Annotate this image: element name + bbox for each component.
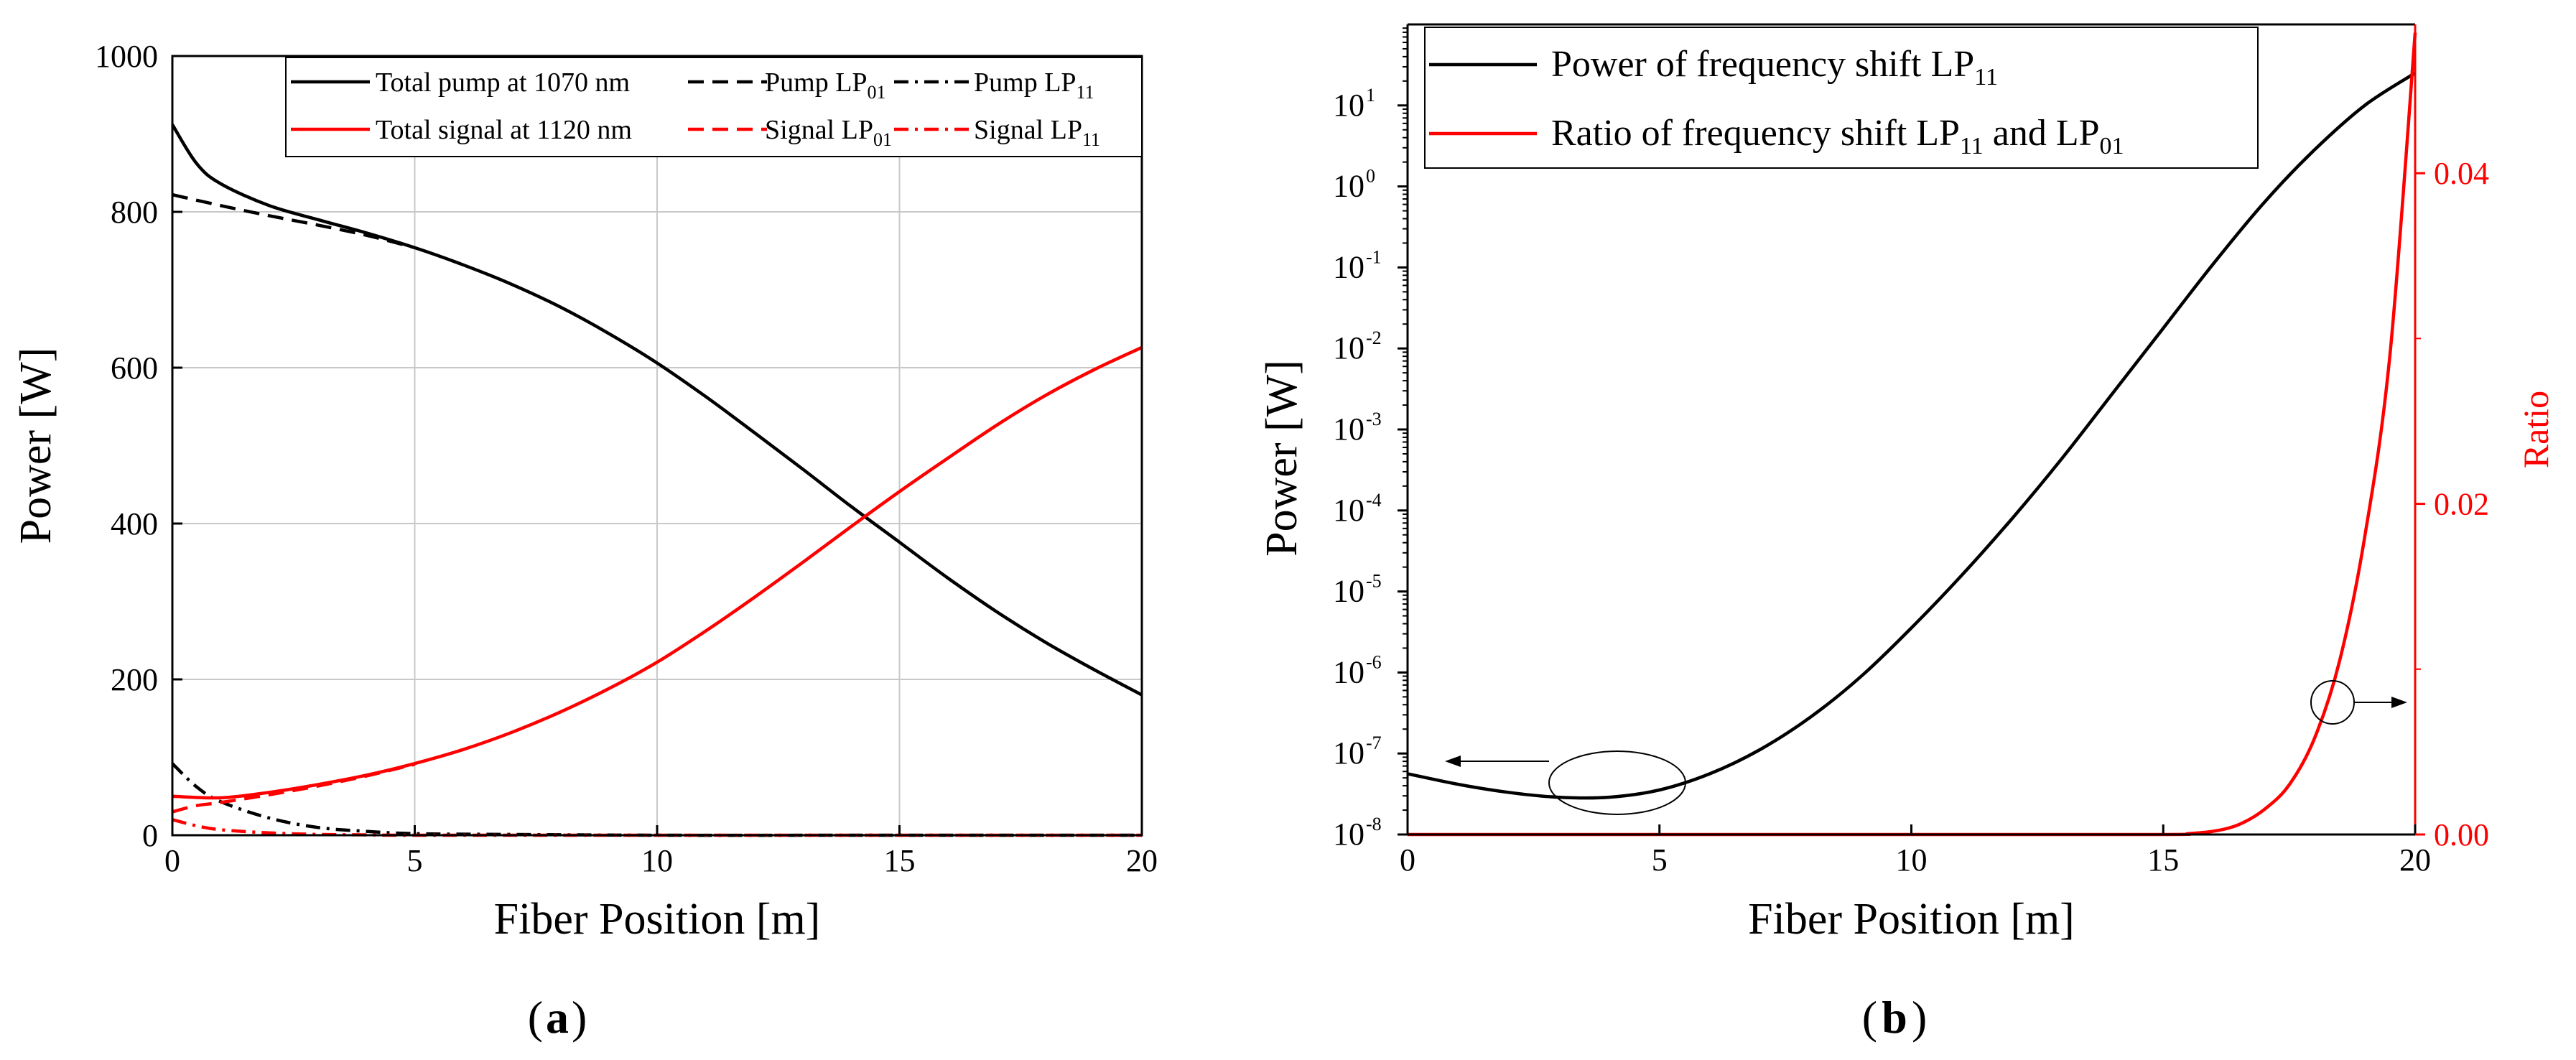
x-tick-label: 0 [1400,842,1415,878]
caption-b-close: ) [1912,992,1927,1043]
y-tick-base: 10 [1333,88,1364,123]
x-axis-label: Fiber Position [m] [494,895,821,944]
x-tick-label: 20 [1126,843,1158,878]
legend-label-sub2: 01 [2100,133,2124,159]
legend-label: Ratio of frequency shift LP11 and LP01 [1551,113,2124,159]
legend-label-main: Ratio of frequency shift LP [1551,113,1960,154]
y-tick-label: 10 [1333,412,1364,447]
y-tick-label: 10 [1333,249,1364,284]
legend-label-main: Signal LP [974,115,1082,145]
arrow-right-head [2391,697,2407,708]
legend-label-sub: 01 [873,129,892,150]
legend-label-main: Power of frequency shift LP [1551,44,1974,85]
callout-ellipse-left [1548,750,1686,815]
legend-label-main: Pump LP [765,68,868,98]
caption-b-letter: b [1882,992,1907,1043]
legend-label-sub: 11 [1082,129,1100,150]
series-line [171,124,1143,697]
y-tick-label: 10 [1333,654,1364,689]
y-tick-exponent: -4 [1366,490,1382,511]
y-tick-exponent: 0 [1366,166,1375,187]
legend-label-sub: 11 [1974,64,1998,90]
y-tick-base: 10 [1333,735,1364,771]
y-tick-label: 800 [111,195,158,230]
x-tick-label: 20 [2399,842,2431,878]
caption-b-open: ( [1862,992,1877,1043]
series-line [172,345,1143,800]
y-tick-label: 10 [1333,493,1364,528]
series-line [1407,71,2417,800]
series-line [172,763,416,814]
legend-label: Pump LP11 [974,68,1094,103]
y-tick-label: 10 [1333,574,1364,609]
x-tick-label: 5 [407,843,423,878]
legend-label-sub: 01 [868,82,886,103]
y-tick-exponent: -5 [1366,571,1382,592]
x-tick-label: 15 [2147,842,2179,878]
y-tick-exponent: -3 [1366,409,1382,429]
y-tick-base: 10 [1333,493,1364,528]
legend-label-sub: 11 [1077,82,1094,103]
legend-label: Signal LP01 [765,115,892,150]
legend-box [285,57,1143,157]
y-tick-label: 10 [1333,169,1364,204]
y2-axis-label: Ratio [2516,391,2556,468]
legend-label-sub: 11 [1960,133,1984,159]
y-tick-exponent: 1 [1366,85,1375,106]
y2-tick-label: 0.00 [2434,817,2489,852]
y2-tick-label: 0.02 [2434,487,2489,522]
legend: Total pump at 1070 nm Pump LP01 Pump LP11T… [285,57,1143,157]
y-axis-label: Power [W] [11,348,60,544]
y-tick-label: 200 [111,662,158,697]
legend-label: Pump LP01 [765,68,886,103]
legend-box [1424,27,2259,169]
caption-a-open: ( [528,992,543,1043]
legend-label: Total signal at 1120 nm [376,115,632,145]
legend-label: Power of frequency shift LP11 [1551,44,1998,90]
y-tick-base: 10 [1333,817,1364,852]
caption-a-letter: a [546,992,569,1043]
arrow-left-head [1445,756,1461,767]
y-tick-base: 10 [1333,169,1364,204]
caption-a-close: ) [572,992,587,1043]
y-tick-exponent: -7 [1366,733,1382,753]
y-tick-exponent: -1 [1366,246,1382,267]
panel-b-chart: 0 5 10 15 2010-810-710-610-510-410-310-210-1… [1257,23,2556,944]
y-tick-label: 0 [142,818,158,853]
y-tick-exponent: -6 [1366,651,1382,672]
y-tick-base: 10 [1333,412,1364,447]
y-tick-label: 10 [1333,817,1364,852]
y-tick-exponent: -8 [1366,814,1382,834]
y-tick-label: 600 [111,350,158,386]
y-tick-label: 1000 [95,39,158,74]
y-axis-label: Power [W] [1257,360,1306,557]
series-line [172,192,416,250]
x-tick-label: 10 [1896,842,1928,878]
y-tick-label: 10 [1333,330,1364,366]
legend-label: Total pump at 1070 nm [376,68,630,98]
x-tick-label: 0 [164,843,180,878]
x-axis-label: Fiber Position [m] [1748,895,2075,944]
y-tick-base: 10 [1333,574,1364,609]
y-tick-label: 10 [1333,88,1364,123]
y2-tick-label: 0.04 [2434,156,2489,191]
y-tick-base: 10 [1333,654,1364,689]
legend-label-main: Signal LP [765,115,873,145]
y-tick-exponent: -2 [1366,327,1382,348]
x-tick-label: 10 [641,843,673,878]
x-tick-label: 5 [1652,842,1668,878]
legend-label-mid: and LP [1984,113,2100,154]
legend-label: Signal LP11 [974,115,1100,150]
y-tick-label: 400 [111,506,158,541]
x-tick-label: 15 [884,843,916,878]
y-tick-base: 10 [1333,330,1364,366]
legend-label-main: Pump LP [974,68,1077,98]
y-tick-label: 10 [1333,735,1364,771]
y-tick-base: 10 [1333,249,1364,284]
